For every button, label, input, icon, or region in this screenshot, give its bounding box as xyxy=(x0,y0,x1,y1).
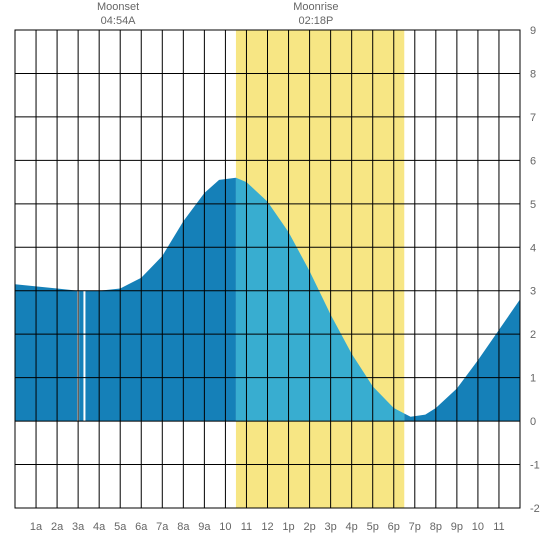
x-tick-label: 12 xyxy=(261,521,273,533)
x-tick-label: 11 xyxy=(493,521,504,533)
x-tick-label: 3p xyxy=(325,521,337,533)
y-tick-label: -1 xyxy=(530,460,540,472)
x-tick-label: 5a xyxy=(114,521,127,533)
x-tick-label: 11 xyxy=(241,521,252,533)
x-tick-label: 6p xyxy=(388,521,400,533)
moonrise-label: Moonrise 02:18P xyxy=(286,0,346,29)
x-tick-label: 8p xyxy=(430,521,442,533)
y-tick-label: 4 xyxy=(530,242,536,254)
grid xyxy=(15,30,520,508)
x-tick-label: 6a xyxy=(135,521,148,533)
x-tick-label: 4a xyxy=(93,521,106,533)
y-tick-label: 2 xyxy=(530,329,536,341)
x-tick-label: 2a xyxy=(51,521,64,533)
x-tick-label: 7p xyxy=(409,521,421,533)
moonset-time: 04:54A xyxy=(101,15,136,27)
y-tick-label: 7 xyxy=(530,112,536,124)
x-tick-label: 1p xyxy=(282,521,294,533)
tide-chart: Moonset 04:54A Moonrise 02:18P -2-101234… xyxy=(0,0,550,550)
y-tick-label: 9 xyxy=(530,25,536,37)
moonrise-time: 02:18P xyxy=(298,15,333,27)
x-tick-label: 4p xyxy=(346,521,358,533)
tide-area-night xyxy=(15,178,236,421)
x-tick-label: 10 xyxy=(472,521,484,533)
y-tick-label: 0 xyxy=(530,416,536,428)
y-tick-label: -2 xyxy=(530,503,540,515)
x-tick-label: 9p xyxy=(451,521,463,533)
moonset-label: Moonset 04:54A xyxy=(88,0,148,29)
y-tick-label: 6 xyxy=(530,155,536,167)
x-tick-label: 9a xyxy=(198,521,211,533)
gap-stripe xyxy=(83,286,85,421)
y-tick-label: 3 xyxy=(530,286,536,298)
x-tick-label: 8a xyxy=(177,521,190,533)
y-tick-label: 8 xyxy=(530,68,536,80)
y-tick-label: 5 xyxy=(530,199,536,211)
x-tick-label: 1a xyxy=(30,521,43,533)
y-tick-label: 1 xyxy=(530,373,536,385)
moonrise-title: Moonrise xyxy=(293,1,338,13)
moonset-title: Moonset xyxy=(97,1,139,13)
x-tick-label: 10 xyxy=(219,521,231,533)
x-tick-label: 7a xyxy=(156,521,169,533)
chart-svg: -2-101234567891a2a3a4a5a6a7a8a9a1011121p… xyxy=(0,0,550,550)
x-tick-label: 3a xyxy=(72,521,85,533)
tide-area-night-2 xyxy=(404,299,520,421)
x-tick-label: 2p xyxy=(303,521,315,533)
x-tick-label: 5p xyxy=(367,521,379,533)
